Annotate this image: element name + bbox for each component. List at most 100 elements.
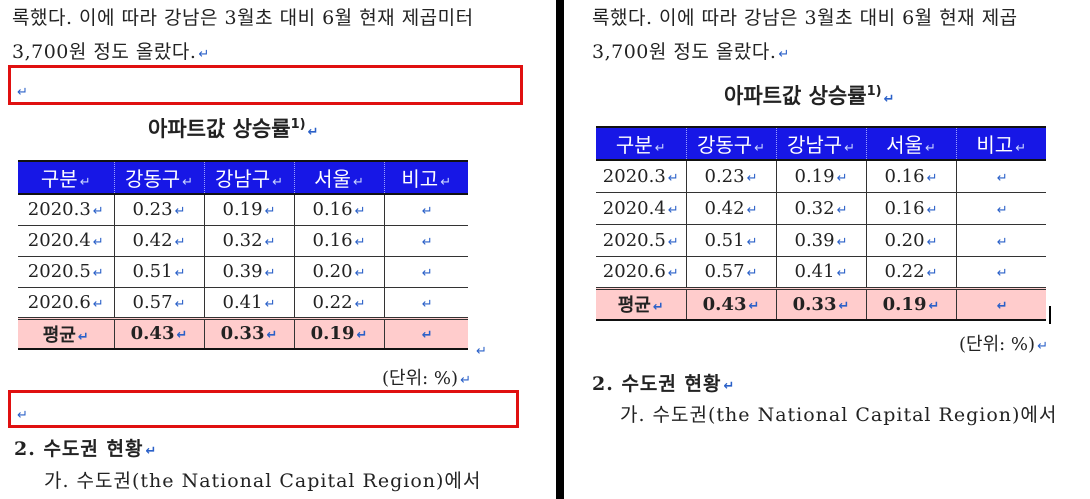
cell-value: 2020.3 [602,165,666,187]
table-header-cell: 서울 ↵ [866,127,957,160]
cell-value: 0.16 [884,165,925,187]
paragraph-mark: ↵ [182,175,194,190]
table-cell[interactable]: 2020.4 ↵ [18,225,115,257]
table-cell[interactable]: 0.57 ↵ [114,287,205,319]
table-cell[interactable]: 0.42 ↵ [686,192,777,225]
paragraph-mark: ↵ [266,328,278,344]
table-cell[interactable]: 0.42 ↵ [114,225,205,257]
table-cell[interactable]: ↵ [956,286,1046,321]
table-cell[interactable]: 2020.3 ↵ [596,160,687,193]
table-cell[interactable]: ↵ [384,287,468,319]
table-cell[interactable]: 0.43 ↵ [114,316,205,350]
table-cell[interactable]: ↵ [384,316,468,350]
cell-value: 0.22 [884,261,925,282]
paragraph-mark: ↵ [746,202,758,218]
view-divider [556,0,564,499]
cell-value: 0.51 [132,261,173,282]
paragraph-mark: ↵ [174,235,186,250]
cell-value: 0.41 [794,261,835,282]
table-cell[interactable]: 0.16 ↵ [866,192,957,225]
paragraph-mark: ↵ [17,85,28,100]
paragraph-mark: ↵ [778,47,790,62]
table-cell[interactable]: 0.16 ↵ [294,225,385,257]
footnote-marker: 1) [866,84,882,99]
table-cell[interactable]: 0.16 ↵ [866,160,957,193]
table-cell[interactable]: ↵ [956,224,1046,257]
paragraph-mark: ↵ [356,328,368,344]
table-cell[interactable]: 0.41 ↵ [776,256,867,289]
paragraph-mark: ↵ [836,202,848,218]
table-cell[interactable]: 0.39 ↵ [776,224,867,257]
cell-value: 2020.5 [27,261,91,282]
table-cell[interactable]: 0.20 ↵ [294,256,385,288]
cell-value: 0.39 [222,261,263,282]
table-cell[interactable]: 0.22 ↵ [866,256,957,289]
table-cell[interactable]: 0.23 ↵ [114,194,205,226]
table-cell[interactable]: ↵ [956,192,1046,225]
table-cell[interactable]: 0.22 ↵ [294,287,385,319]
table-header-cell: 구분 ↵ [18,161,115,194]
table-cell[interactable]: 0.43 ↵ [686,286,777,321]
header-label: 강동구 [696,133,753,157]
table-cell[interactable]: 2020.4 ↵ [596,192,687,225]
table-cell[interactable]: 0.19 ↵ [866,286,957,321]
paragraph-mark: ↵ [174,204,186,220]
paragraph-mark: ↵ [79,175,91,190]
table-cell[interactable]: 0.41 ↵ [204,287,295,319]
table-cell[interactable]: 0.19 ↵ [776,160,867,193]
paragraph-mark: ↵ [924,141,936,156]
unit-note: (단위: %) ↵ [382,368,471,389]
paragraph-mark: ↵ [926,202,938,218]
table-cell[interactable]: 0.19 ↵ [294,316,385,350]
table-cell[interactable]: ↵ [384,256,468,288]
cell-value: 0.16 [884,197,925,219]
highlighted-empty-paragraph-bottom[interactable]: ↵ [8,390,519,428]
paragraph-mark: ↵ [667,266,679,281]
left-document-view: 록했다. 이에 따라 강남은 3월초 대비 6월 현재 제곱미터 3,700원 … [8,7,523,492]
table-cell[interactable]: 2020.3 ↵ [18,194,115,226]
table-cell[interactable]: 0.33 ↵ [204,316,295,350]
cell-value: 2020.4 [602,197,666,219]
table-cell[interactable]: 0.57 ↵ [686,256,777,289]
table-cell[interactable]: 2020.5 ↵ [18,256,115,288]
cell-value: 0.32 [794,197,835,219]
table-cell[interactable]: ↵ [384,194,468,226]
paragraph-mark: ↵ [996,202,1008,218]
table-cell[interactable]: 0.51 ↵ [686,224,777,257]
table-row: 2020.3 ↵ 0.23 ↵ 0.19 ↵ 0.16 ↵ ↵ [18,194,468,226]
table-cell[interactable]: 0.39 ↵ [204,256,295,288]
paragraph-mark: ↵ [307,125,319,140]
cell-value: 0.23 [132,199,173,221]
paragraph-mark: ↵ [354,266,366,281]
table-row: 2020.3 ↵ 0.23 ↵ 0.19 ↵ 0.16 ↵ ↵ [596,160,1046,193]
paragraph-mark: ↵ [354,204,366,220]
cell-value: 2020.4 [27,230,91,251]
table-cell[interactable]: 평균 ↵ [596,286,687,321]
right-document-view: 록했다. 이에 따라 강남은 3월초 대비 6월 현재 제곱 3,700원 정도… [564,0,1090,499]
table-cell[interactable]: 평균 ↵ [18,316,115,350]
table-cell[interactable]: 0.16 ↵ [294,194,385,226]
table-cell[interactable]: ↵ [384,225,468,257]
table-cell[interactable]: 0.32 ↵ [204,225,295,257]
table-cell[interactable]: 2020.6 ↵ [18,287,115,319]
table-cell[interactable]: 0.20 ↵ [866,224,957,257]
table-cell[interactable]: 0.23 ↵ [686,160,777,193]
cell-value: 0.22 [312,291,353,313]
table-cell[interactable]: 0.19 ↵ [204,194,295,226]
paragraph-mark: ↵ [928,298,940,314]
table-cell[interactable]: ↵ [956,256,1046,289]
table-cell[interactable]: 0.33 ↵ [776,286,867,321]
section-heading: 2. 수도권 현황 ↵ [592,373,736,395]
table-cell[interactable]: ↵ [956,160,1046,193]
highlighted-empty-paragraph-top[interactable]: ↵ [8,65,523,105]
paragraph-mark: ↵ [264,266,276,281]
table-cell[interactable]: 0.32 ↵ [776,192,867,225]
paragraph-mark: ↵ [421,328,433,344]
cell-value: 0.42 [704,197,745,219]
table-cell[interactable]: 2020.5 ↵ [596,224,687,257]
table-cell[interactable]: 2020.6 ↵ [596,256,687,289]
table-cell[interactable]: 0.51 ↵ [114,256,205,288]
paragraph-line-2: 3,700원 정도 올랐다. ↵ [12,41,210,63]
cell-value: 0.19 [310,323,355,345]
cell-value: 2020.6 [602,261,666,282]
